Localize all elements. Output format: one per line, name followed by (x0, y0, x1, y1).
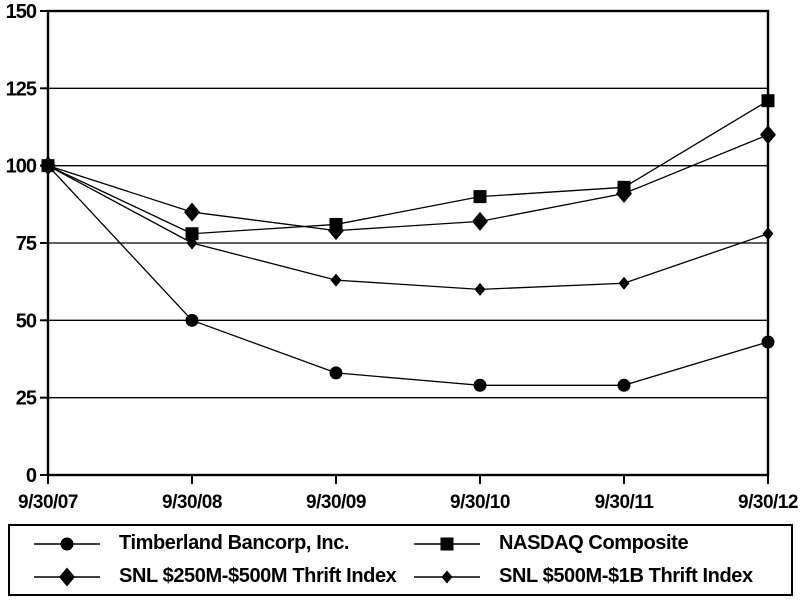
diamond-large-marker (472, 211, 488, 231)
performance-line-chart: 0 25 50 75 100 125 150 9/30/07 9/30/08 9/30/09 9/3… (6, 1, 799, 513)
diamond-large-marker (184, 202, 200, 222)
circle-marker (185, 313, 199, 327)
diamond-small-marker (42, 159, 54, 173)
series-line (47, 100, 769, 235)
y-tick-label: 75 (16, 233, 37, 255)
x-tick-label: 9/30/08 (162, 492, 222, 513)
legend-item-timberland: Timberland Bancorp, Inc. (34, 532, 414, 556)
legend-item-snl-500m-1b: SNL $500M-$1B Thrift Index (414, 565, 791, 589)
diamond-large-marker (59, 567, 75, 586)
legend-label-snl-500m-1b: SNL $500M-$1B Thrift Index (499, 565, 753, 587)
square-marker (185, 227, 199, 241)
circle-marker (60, 537, 74, 550)
chart-legend: Timberland Bancorp, Inc. NASDAQ Composit… (8, 524, 793, 596)
circle-marker (617, 378, 631, 392)
diamond-small-marker-icon (414, 570, 480, 583)
series-line (47, 165, 769, 291)
legend-label-timberland: Timberland Bancorp, Inc. (119, 532, 350, 554)
diamond-large-marker-icon (34, 567, 100, 586)
y-tick-label: 0 (26, 465, 37, 487)
circle-marker (329, 366, 343, 380)
y-tick-label: 150 (6, 1, 37, 23)
diamond-small-marker (330, 273, 342, 287)
legend-item-nasdaq: NASDAQ Composite (414, 532, 791, 556)
diamond-small-marker (762, 227, 774, 241)
y-tick-label: 50 (16, 310, 37, 332)
square-marker-icon (414, 537, 480, 550)
x-tick-label: 9/30/11 (595, 492, 655, 513)
diamond-large-marker (328, 221, 344, 241)
diamond-small-marker (618, 276, 630, 290)
y-tick-label: 100 (6, 156, 37, 178)
circle-marker (473, 378, 487, 392)
diamond-large-marker (616, 184, 632, 204)
square-marker (473, 190, 487, 204)
diamond-small-marker (441, 570, 453, 583)
x-tick-label: 9/30/12 (738, 492, 798, 513)
diamond-small-marker (186, 236, 198, 250)
x-tick-label: 9/30/09 (306, 492, 366, 513)
square-marker (440, 537, 454, 550)
legend-label-snl-250m-500m: SNL $250M-$500M Thrift Index (119, 565, 397, 587)
series-line (47, 165, 769, 386)
x-tick-label: 9/30/07 (18, 492, 78, 513)
diamond-small-marker (474, 282, 486, 296)
legend-item-snl-250m-500m: SNL $250M-$500M Thrift Index (34, 565, 414, 589)
y-tick-label: 125 (6, 78, 37, 100)
circle-marker-icon (34, 537, 100, 550)
square-marker (761, 94, 775, 108)
legend-label-nasdaq: NASDAQ Composite (499, 532, 689, 554)
diamond-large-marker (760, 125, 776, 145)
y-tick-label: 25 (16, 388, 37, 410)
x-tick-label: 9/30/10 (450, 492, 510, 513)
circle-marker (761, 335, 775, 349)
series-line (47, 134, 769, 232)
